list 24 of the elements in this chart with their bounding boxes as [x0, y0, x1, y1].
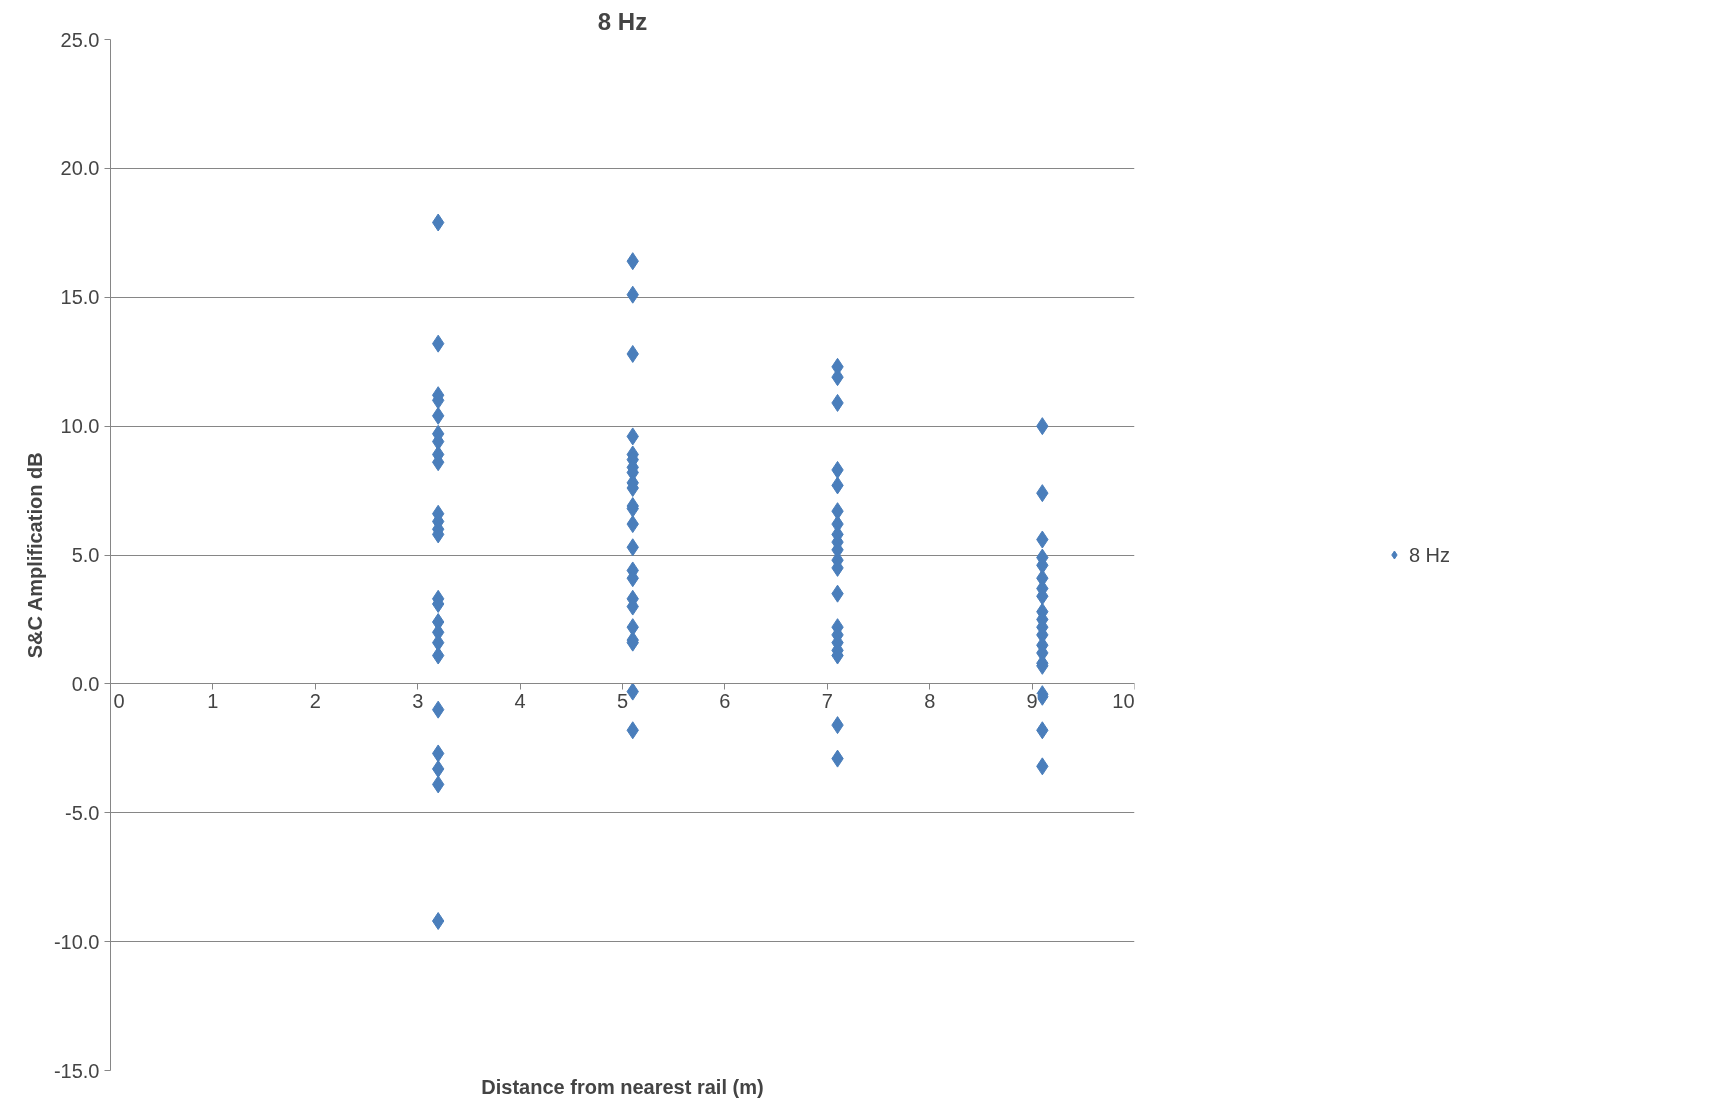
x-tick-label: 5: [616, 689, 629, 712]
y-axis-title: S&C Amplification dB: [23, 452, 46, 659]
x-tick-label: 1: [207, 689, 219, 712]
x-axis-title: Distance from nearest rail (m): [481, 1075, 764, 1098]
y-tick-label: -5.0: [65, 801, 100, 824]
y-tick-label: 5.0: [71, 544, 100, 566]
y-tick-label: -15.0: [53, 1059, 100, 1082]
x-tick-label: 7: [821, 689, 833, 712]
x-tick-label: 6: [719, 689, 731, 712]
y-tick-label: 20.0: [60, 157, 100, 180]
x-tick-label: 10: [1112, 689, 1135, 712]
y-tick-label: -10.0: [53, 930, 100, 953]
y-tick-label: 10.0: [60, 415, 100, 438]
legend-label: 8 Hz: [1408, 543, 1451, 566]
y-tick-label: 25.0: [60, 28, 100, 51]
x-tick-label: 3: [412, 689, 424, 712]
x-tick-label: 9: [1026, 689, 1038, 712]
chart-title: 8 Hz: [597, 7, 648, 35]
x-tick-label: 0: [113, 689, 125, 712]
y-tick-label: 0.0: [71, 672, 100, 695]
x-tick-label: 2: [309, 689, 321, 712]
x-tick-label: 4: [514, 689, 526, 712]
x-tick-label: 8: [924, 689, 936, 712]
y-tick-label: 15.0: [60, 286, 100, 309]
